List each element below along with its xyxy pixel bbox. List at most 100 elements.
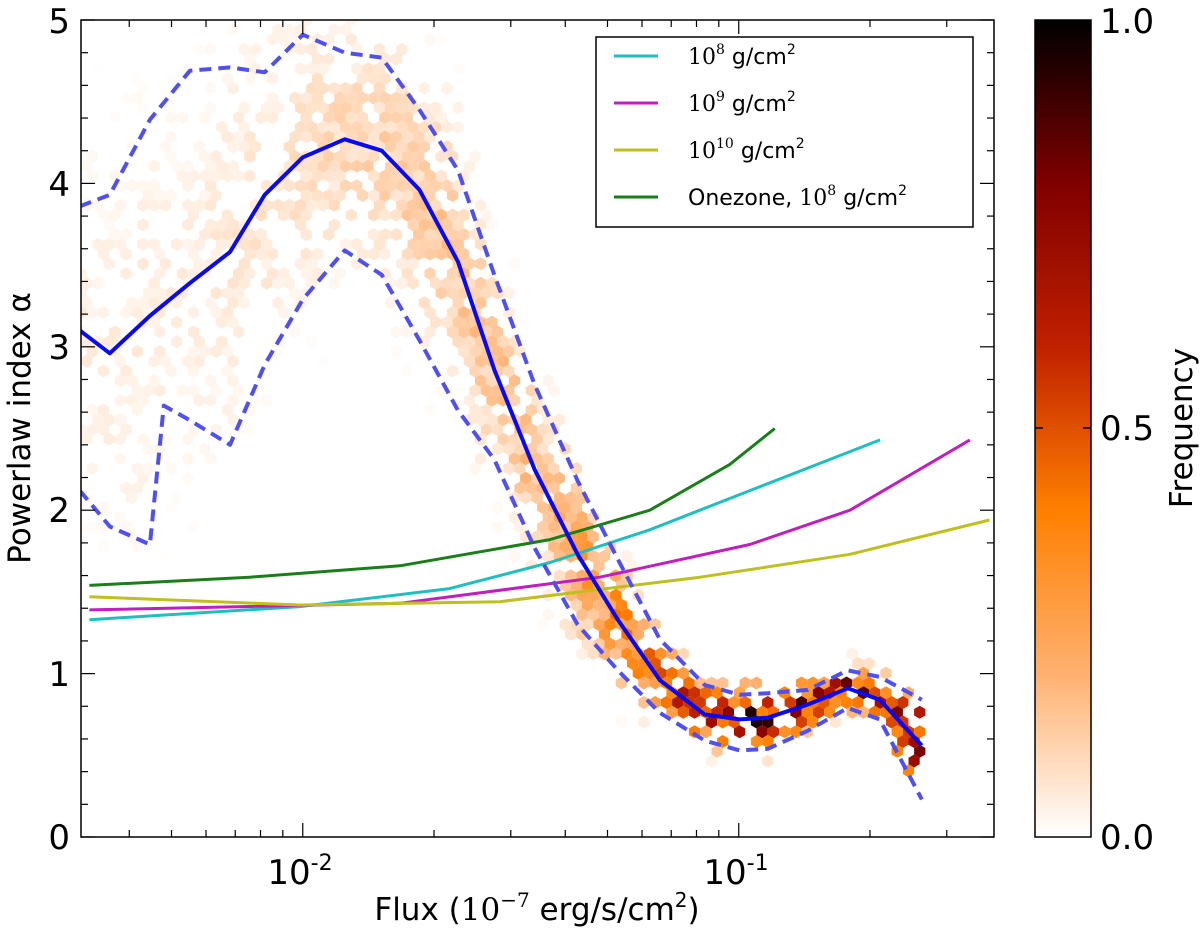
hexbin-cell <box>368 208 380 222</box>
hexbin-cell <box>537 618 549 631</box>
hexbin-cell <box>323 111 335 124</box>
hexbin-cell <box>114 413 126 427</box>
hexbin-cell <box>339 140 352 154</box>
hexbin-cell <box>351 120 363 134</box>
hexbin-cell <box>126 179 138 193</box>
legend-label: Onezone, 108 g/cm2 <box>688 183 907 211</box>
hexbin-cell <box>756 705 768 719</box>
hexbin-cell <box>199 345 211 358</box>
hexbin-cell <box>204 452 217 466</box>
hexbin-cell <box>615 676 627 690</box>
hexbin-cell <box>334 169 346 183</box>
hexbin-cell <box>114 393 126 407</box>
hexbin-cell <box>615 598 627 612</box>
hexbin-cell <box>323 130 335 144</box>
hexbin-cell <box>193 140 205 154</box>
hexbin-cell <box>435 150 447 163</box>
hexbin-cell <box>81 150 87 163</box>
hexbin-cell <box>705 715 718 729</box>
hexbin-cell <box>638 676 650 690</box>
hexbin-cell <box>379 208 391 222</box>
hexbin-cell <box>525 481 537 495</box>
hexbin-cell <box>413 208 425 222</box>
hexbin-cell <box>306 179 318 193</box>
hexbin-cell <box>424 247 436 261</box>
hexbin-cell <box>199 169 211 183</box>
hexbin-cell <box>784 696 796 709</box>
hexbin-cell <box>886 715 898 729</box>
x-tick-label: 10-2 <box>267 851 332 893</box>
hexbin-cell <box>323 228 335 241</box>
plot-lines <box>81 32 990 801</box>
hexbin-cell <box>233 169 245 183</box>
hexbin-cell <box>221 286 233 300</box>
hexbin-cell <box>154 267 166 280</box>
hexbin-cell <box>120 267 132 280</box>
hexbin-cell <box>914 744 926 758</box>
hexbin-cell <box>700 725 712 739</box>
hexbin-cell <box>311 169 324 183</box>
hexbin-cell <box>486 218 498 232</box>
hexbin-cell <box>413 247 425 261</box>
hexbin-cell <box>131 306 143 319</box>
hexbin-cell <box>238 101 250 115</box>
hexbin-cell <box>627 657 639 670</box>
hexbin-cell <box>717 696 729 709</box>
hexbin-cell <box>475 413 487 427</box>
hexbin-cell <box>92 413 104 427</box>
hexbin-cell <box>452 237 464 251</box>
hexbin-cell <box>458 345 470 358</box>
hexbin-cell <box>148 296 160 310</box>
hexbin-cell <box>587 530 599 544</box>
hexbin-cell <box>469 286 481 300</box>
hexbin-cell <box>525 403 537 417</box>
hexbin-cell <box>694 696 706 709</box>
hexbin-cell <box>548 520 560 534</box>
hexbin-cell <box>334 150 346 163</box>
hexbin-cell <box>92 198 104 212</box>
hexbin-cell <box>739 676 751 690</box>
hexbin-cell <box>446 364 459 378</box>
hexbin-cell <box>396 42 408 56</box>
hexbin-cell <box>131 72 143 85</box>
hexbin-cell <box>475 296 487 310</box>
hexbin-cell <box>216 237 228 251</box>
hexbin-cell <box>401 247 414 261</box>
hexbin-cell <box>385 296 397 310</box>
hexbin-cell <box>199 189 211 202</box>
hexbin-cell <box>356 247 369 261</box>
plot-frame <box>80 19 995 838</box>
y-tick-labels: 0 1 2 3 4 5 <box>48 2 70 858</box>
hexbin-cell <box>548 462 560 475</box>
hexbin-cell <box>126 393 138 407</box>
hexbin-cell <box>441 120 453 134</box>
hexbin-cell <box>188 345 200 358</box>
hexbin-cell <box>210 384 222 397</box>
hexbin-cell <box>542 374 554 388</box>
hexbin-cell <box>598 627 611 641</box>
hexbin-cell <box>373 120 385 134</box>
hexbin-cell <box>311 130 324 144</box>
hexbin-cell <box>463 393 475 407</box>
hexbin-cell <box>306 81 318 95</box>
hexbin-cell <box>373 62 385 76</box>
hexbin-cell <box>458 228 470 241</box>
hexbin-cell <box>401 130 414 144</box>
hexbin-cell <box>430 101 442 115</box>
hexbin-cell <box>897 735 909 748</box>
hexbin-cell <box>401 208 414 222</box>
hexbin-cell <box>249 237 262 251</box>
hexbin-cell <box>570 579 582 592</box>
hexbin-cell <box>390 169 402 183</box>
hexbin-cell <box>418 296 430 310</box>
hexbin-cell <box>886 696 898 709</box>
hexbin-cell <box>368 72 380 85</box>
hexbin-cell <box>351 81 363 95</box>
hexbin-cell <box>390 228 402 241</box>
hexbin-cell <box>165 111 177 124</box>
hexbin-cell <box>362 62 374 76</box>
hexbin-cell <box>306 335 318 349</box>
hexbin-cell <box>469 325 481 339</box>
hexbin-cell <box>368 169 380 183</box>
hexbin-cell <box>750 735 763 748</box>
